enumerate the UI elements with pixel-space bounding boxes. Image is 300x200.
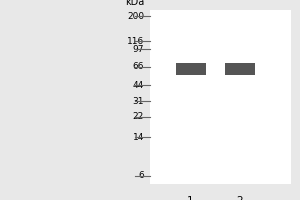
Text: 97: 97 [133,45,144,54]
Text: 200: 200 [127,12,144,21]
Text: kDa: kDa [125,0,144,7]
Text: 44: 44 [133,81,144,90]
Bar [150,10,291,184]
Text: 31: 31 [133,97,144,106]
Text: 22: 22 [133,112,144,121]
Text: 6: 6 [138,171,144,180]
Bar [176,63,206,75]
Text: 1: 1 [187,196,194,200]
Text: 66: 66 [133,62,144,71]
Text: 2: 2 [237,196,243,200]
Text: 116: 116 [127,37,144,46]
Text: 14: 14 [133,133,144,142]
Bar [225,63,255,75]
